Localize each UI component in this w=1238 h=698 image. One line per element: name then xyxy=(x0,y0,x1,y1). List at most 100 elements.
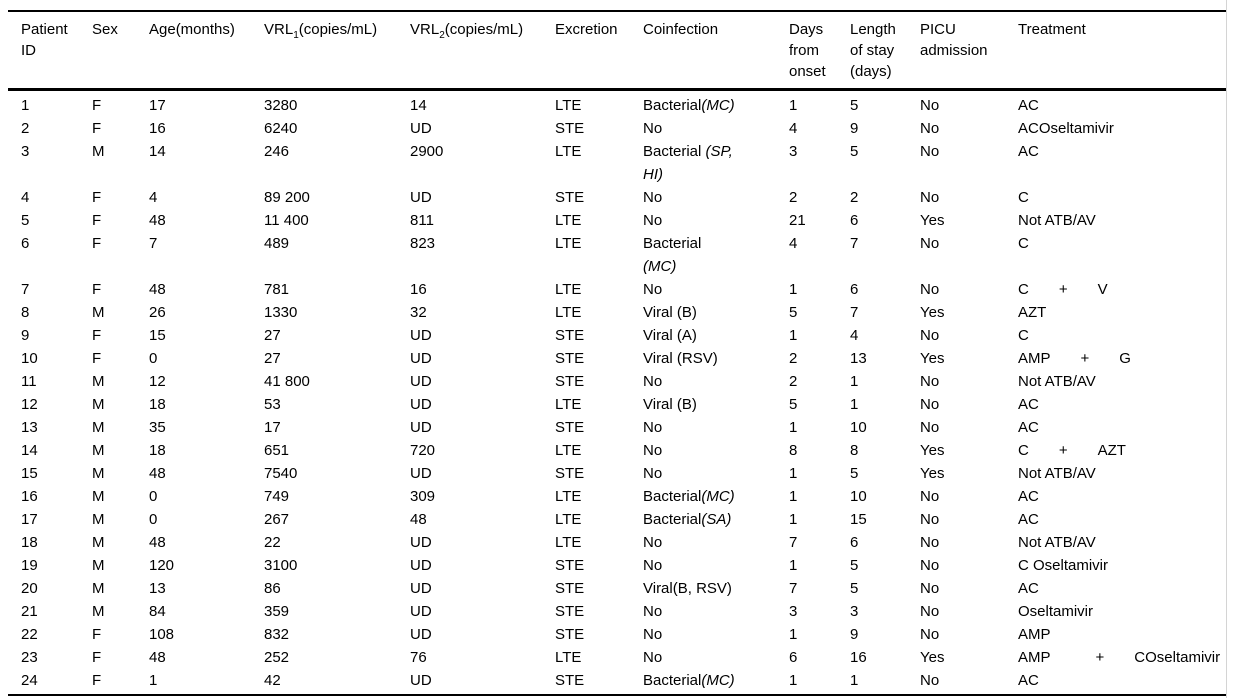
cell-patient-id: 6 xyxy=(21,235,30,252)
cell-picu-admission: No xyxy=(920,189,940,206)
table-row: 21 M 84 359 UD STE No 3 3 No Oseltamivir xyxy=(8,600,1226,623)
cell-treatment: AC xyxy=(1018,580,1039,597)
cell-vrl1: 267 xyxy=(264,511,290,528)
cell-age: 18 xyxy=(149,442,166,459)
cell-vrl2: UD xyxy=(410,465,432,482)
cell-vrl2: 14 xyxy=(410,97,427,114)
cell-treatment: ACOseltamivir xyxy=(1018,120,1114,137)
cell-sex: M xyxy=(92,143,105,160)
coinfection-text: No xyxy=(643,189,663,206)
cell-length-of-stay: 5 xyxy=(850,465,859,482)
col-header-length-of-stay-label: Length of stay (days) xyxy=(850,21,896,80)
cell-sex: F xyxy=(92,626,102,643)
cell-length-of-stay: 5 xyxy=(850,557,859,574)
cell-age: 12 xyxy=(149,373,166,390)
cell-vrl1: 832 xyxy=(264,626,290,643)
coinfection-text: No xyxy=(643,373,663,390)
cell-picu-admission: No xyxy=(920,419,940,436)
col-header-vrl1-unit: (copies/mL) xyxy=(298,21,378,38)
table-row: 5 F 48 11 400 811 LTE No 21 6 Yes Not ATB/AV xyxy=(8,209,1226,232)
cell-excretion: STE xyxy=(555,419,585,436)
table-row: 9 F 15 27 UD STE Viral (A) 1 4 No C xyxy=(8,324,1226,347)
cell-vrl2: 811 xyxy=(410,212,434,229)
cell-patient-id: 1 xyxy=(21,97,30,114)
cell-coinfection: Viral(B, RSV) xyxy=(643,577,789,600)
cell-days-from-onset: 1 xyxy=(789,557,798,574)
col-header-vrl2-subscript: 2 xyxy=(439,30,445,41)
cell-excretion: LTE xyxy=(555,304,582,321)
col-header-vrl1-prefix: VRL xyxy=(264,21,294,38)
cell-patient-id: 2 xyxy=(21,120,30,137)
cell-coinfection: Bacterial(MC) xyxy=(643,485,789,508)
col-header-vrl1-subscript: 1 xyxy=(293,30,299,41)
cell-patient-id: 24 xyxy=(21,672,38,689)
cell-sex: F xyxy=(92,97,102,114)
cell-days-from-onset: 6 xyxy=(789,649,798,666)
cell-picu-admission: No xyxy=(920,327,940,344)
cell-sex: M xyxy=(92,304,105,321)
col-header-coinfection-label: Coinfection xyxy=(643,21,719,38)
cell-coinfection: Viral (B) xyxy=(643,393,789,416)
cell-length-of-stay: 7 xyxy=(850,304,859,321)
cell-picu-admission: No xyxy=(920,235,940,252)
header-row: Patient ID Sex Age(months) VRL1(copies/m… xyxy=(8,11,1226,90)
cell-excretion: LTE xyxy=(555,534,582,551)
col-header-picu-admission-label: PICU admission xyxy=(920,21,988,59)
coinfection-text: No xyxy=(643,534,663,551)
cell-excretion: STE xyxy=(555,350,585,367)
table-row: 24 F 1 42 UD STE Bacterial(MC) 1 1 No AC xyxy=(8,669,1226,695)
cell-age: 120 xyxy=(149,557,175,574)
cell-sex: M xyxy=(92,396,105,413)
cell-vrl1: 246 xyxy=(264,143,290,160)
cell-treatment: C Oseltamivir xyxy=(1018,557,1109,574)
cell-days-from-onset: 7 xyxy=(789,580,798,597)
cell-excretion: STE xyxy=(555,626,585,643)
cell-vrl1: 749 xyxy=(264,488,290,505)
coinfection-text: Bacterial xyxy=(643,672,702,689)
cell-vrl1: 3100 xyxy=(264,557,298,574)
cell-excretion: STE xyxy=(555,465,585,482)
cell-treatment: AC xyxy=(1018,672,1039,689)
cell-patient-id: 23 xyxy=(21,649,38,666)
col-header-vrl2-prefix: VRL xyxy=(410,21,440,38)
table-row: 2 F 16 6240 UD STE No 4 9 No ACOseltamivir xyxy=(8,117,1226,140)
cell-age: 7 xyxy=(149,235,158,252)
cell-excretion: LTE xyxy=(555,396,582,413)
cell-excretion: STE xyxy=(555,603,585,620)
cell-days-from-onset: 1 xyxy=(789,672,798,689)
table-body: 1 F 17 3280 14 LTE Bacterial(MC) 1 5 No AC 2 F 16 6240… xyxy=(8,90,1226,696)
table-row: 8 M 26 1330 32 LTE Viral (B) 5 7 Yes AZT xyxy=(8,301,1226,324)
cell-picu-admission: No xyxy=(920,396,940,413)
cell-excretion: STE xyxy=(555,557,585,574)
cell-picu-admission: Yes xyxy=(920,442,945,459)
cell-vrl2: UD xyxy=(410,350,432,367)
cell-days-from-onset: 1 xyxy=(789,488,798,505)
col-header-patient-id-label: Patient ID xyxy=(21,21,68,59)
cell-age: 84 xyxy=(149,603,166,620)
cell-vrl2: UD xyxy=(410,120,432,137)
col-header-picu-admission: PICU admission xyxy=(920,11,1018,90)
cell-age: 0 xyxy=(149,488,158,505)
cell-days-from-onset: 21 xyxy=(789,212,806,229)
cell-vrl1: 1330 xyxy=(264,304,298,321)
cell-treatment: AZT xyxy=(1018,304,1047,321)
cell-coinfection: Viral (B) xyxy=(643,301,789,324)
cell-treatment: AMP xyxy=(1018,626,1051,643)
cell-patient-id: 21 xyxy=(21,603,38,620)
coinfection-text: No xyxy=(643,212,663,229)
cell-sex: M xyxy=(92,465,105,482)
cell-vrl1: 42 xyxy=(264,672,281,689)
col-header-vrl2: VRL2(copies/mL) xyxy=(410,11,555,90)
cell-coinfection: Bacterial (MC) xyxy=(643,232,789,278)
cell-vrl2: UD xyxy=(410,672,432,689)
cell-age: 4 xyxy=(149,189,158,206)
cell-days-from-onset: 8 xyxy=(789,442,798,459)
col-header-excretion: Excretion xyxy=(555,11,643,90)
coinfection-text: No xyxy=(643,120,663,137)
cell-patient-id: 12 xyxy=(21,396,38,413)
cell-patient-id: 19 xyxy=(21,557,38,574)
cell-length-of-stay: 7 xyxy=(850,235,859,252)
cell-length-of-stay: 15 xyxy=(850,511,867,528)
cell-sex: M xyxy=(92,373,105,390)
table-row: 22 F 108 832 UD STE No 1 9 No AMP xyxy=(8,623,1226,646)
